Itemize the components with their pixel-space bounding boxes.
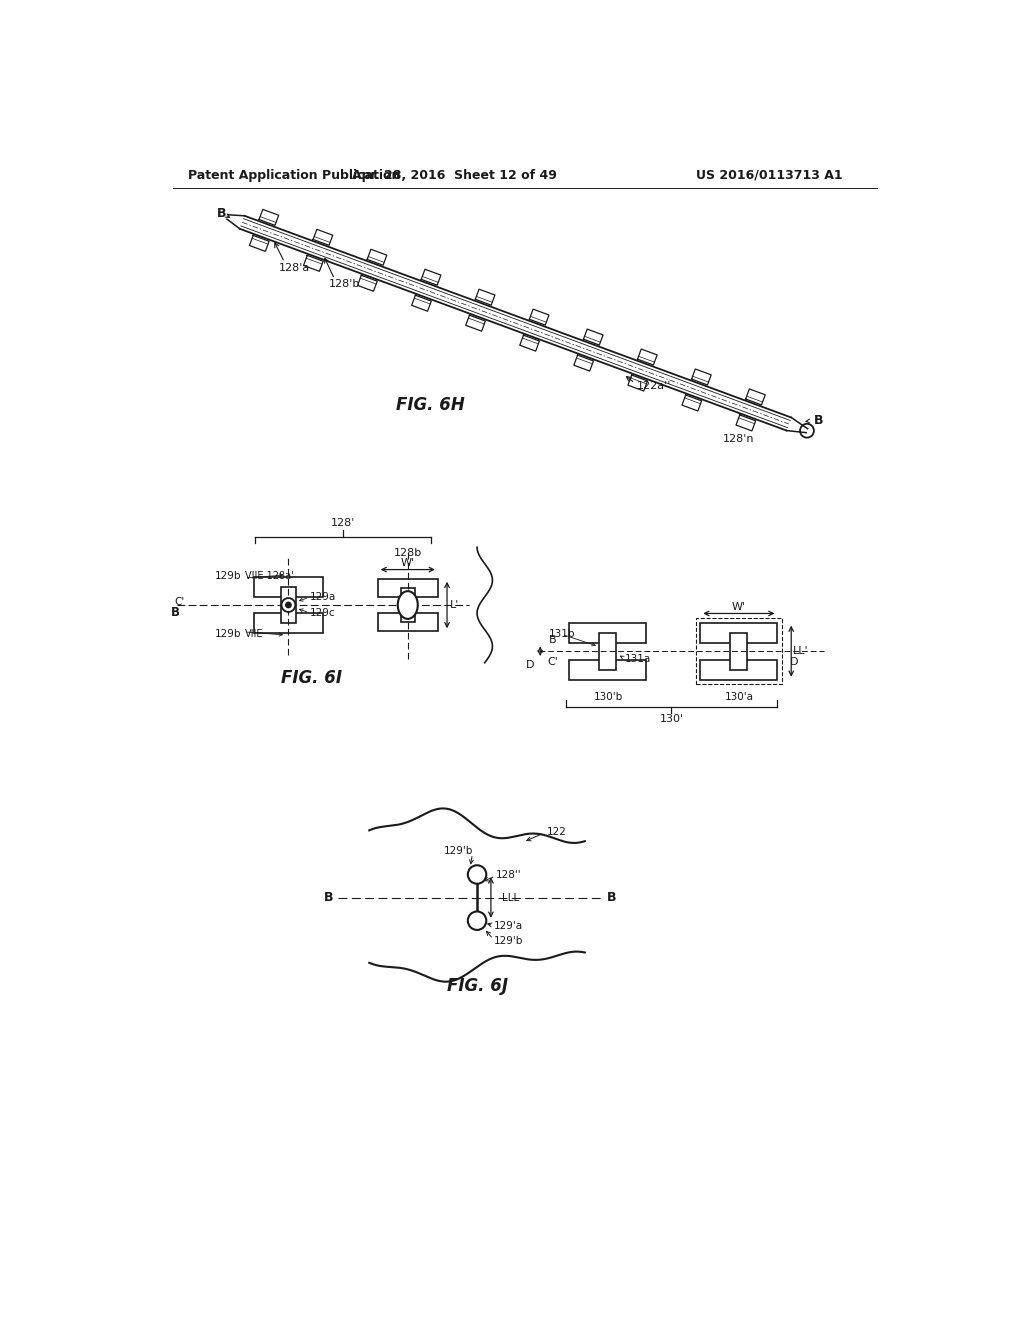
Text: C': C' xyxy=(174,597,184,607)
Polygon shape xyxy=(691,370,712,385)
Text: 128b: 128b xyxy=(393,548,422,557)
Bar xyxy=(254,614,323,634)
Polygon shape xyxy=(421,269,441,285)
Text: B: B xyxy=(217,207,226,220)
Text: B: B xyxy=(606,891,615,904)
Bar xyxy=(569,660,646,680)
Bar xyxy=(700,660,777,680)
Text: W': W' xyxy=(400,557,415,568)
Text: LL': LL' xyxy=(793,647,808,656)
Text: 128'a: 128'a xyxy=(280,263,310,273)
Polygon shape xyxy=(628,375,647,391)
Text: L': L' xyxy=(450,601,460,610)
Text: LLL: LLL xyxy=(502,892,519,903)
Polygon shape xyxy=(224,214,230,220)
Text: FIG. 6J: FIG. 6J xyxy=(446,977,508,995)
Text: 129a: 129a xyxy=(310,593,336,602)
Text: 130'a: 130'a xyxy=(724,692,754,702)
Text: B: B xyxy=(813,414,823,428)
Bar xyxy=(569,623,646,643)
Polygon shape xyxy=(638,348,657,366)
Polygon shape xyxy=(682,395,701,411)
Text: VIIE 128a': VIIE 128a' xyxy=(245,570,293,581)
Polygon shape xyxy=(313,230,333,246)
Text: D: D xyxy=(526,660,535,671)
Polygon shape xyxy=(475,289,495,305)
Polygon shape xyxy=(412,296,431,312)
Ellipse shape xyxy=(397,591,418,619)
Text: 129'b: 129'b xyxy=(443,846,473,857)
Text: US 2016/0113713 A1: US 2016/0113713 A1 xyxy=(696,169,843,182)
Text: B: B xyxy=(549,635,556,645)
Text: B: B xyxy=(324,891,333,904)
Text: Patent Application Publication: Patent Application Publication xyxy=(188,169,400,182)
Text: 131a: 131a xyxy=(625,653,651,664)
Polygon shape xyxy=(529,309,549,325)
Text: 128'n: 128'n xyxy=(723,434,755,444)
Circle shape xyxy=(282,598,295,612)
Polygon shape xyxy=(259,210,279,226)
Text: 128'b: 128'b xyxy=(330,279,360,289)
Circle shape xyxy=(800,424,814,438)
Text: 129'a: 129'a xyxy=(494,921,523,931)
Text: W': W' xyxy=(732,602,745,611)
Polygon shape xyxy=(584,329,603,345)
Bar xyxy=(700,623,777,643)
Text: 129'b: 129'b xyxy=(494,936,523,946)
Bar xyxy=(400,589,415,622)
Polygon shape xyxy=(303,255,324,272)
Polygon shape xyxy=(573,355,594,371)
Text: FIG. 6I: FIG. 6I xyxy=(281,669,342,688)
Bar xyxy=(695,618,782,684)
Text: 130'b: 130'b xyxy=(593,692,623,702)
Text: 128'': 128'' xyxy=(497,870,522,879)
Text: 129b: 129b xyxy=(215,630,242,639)
Circle shape xyxy=(468,866,486,884)
Text: VIIE: VIIE xyxy=(245,630,263,639)
Text: 128': 128' xyxy=(331,519,355,528)
Text: 129b: 129b xyxy=(215,570,242,581)
Text: 130': 130' xyxy=(659,714,684,723)
Bar xyxy=(378,579,438,598)
Bar xyxy=(281,586,296,623)
Text: 122: 122 xyxy=(547,828,566,837)
Circle shape xyxy=(468,911,486,929)
Text: 129c: 129c xyxy=(310,607,336,618)
Bar xyxy=(730,632,748,669)
Text: 131b: 131b xyxy=(549,630,575,639)
Text: C': C' xyxy=(547,657,558,667)
Polygon shape xyxy=(520,335,540,351)
Bar xyxy=(599,632,616,669)
Polygon shape xyxy=(368,249,387,265)
Polygon shape xyxy=(736,414,756,430)
Text: D: D xyxy=(790,657,798,667)
Bar xyxy=(378,612,438,631)
Polygon shape xyxy=(745,389,765,405)
Bar xyxy=(254,577,323,597)
Text: B: B xyxy=(171,606,180,619)
Text: 122a'': 122a'' xyxy=(637,380,672,391)
Polygon shape xyxy=(357,276,377,292)
Text: FIG. 6H: FIG. 6H xyxy=(396,396,465,413)
Circle shape xyxy=(286,602,291,607)
Polygon shape xyxy=(466,315,485,331)
Text: Apr. 28, 2016  Sheet 12 of 49: Apr. 28, 2016 Sheet 12 of 49 xyxy=(351,169,556,182)
Polygon shape xyxy=(250,235,269,251)
